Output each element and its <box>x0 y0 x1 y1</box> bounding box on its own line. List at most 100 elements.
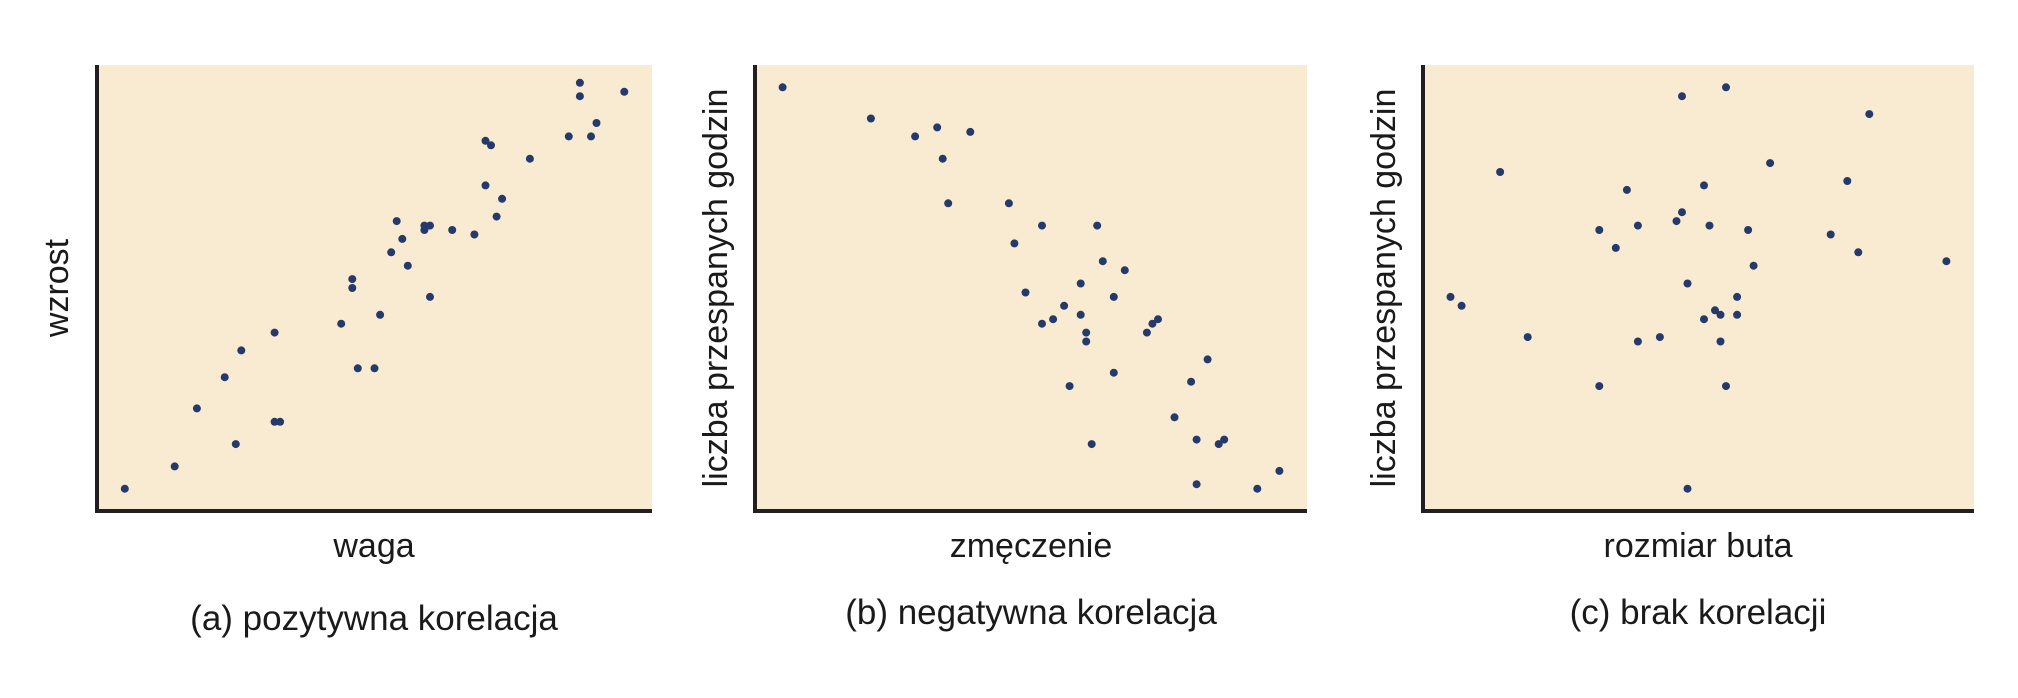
data-point <box>487 141 495 150</box>
data-point <box>1678 208 1686 217</box>
caption-a: (a) pozytywna korelacja <box>190 599 558 638</box>
data-point <box>481 136 490 145</box>
data-point <box>1192 435 1201 444</box>
data-point <box>1865 110 1874 119</box>
y-axis-label-a: wzrost <box>38 238 76 338</box>
data-point <box>1672 217 1681 226</box>
y-axis-label-b: liczba przespanych godzin <box>697 89 735 488</box>
data-point <box>1203 355 1212 364</box>
data-point <box>1109 292 1118 301</box>
x-axis-label-b: zmęczenie <box>950 527 1113 565</box>
data-point <box>1744 226 1753 234</box>
data-point <box>1711 306 1719 315</box>
data-point <box>370 364 379 373</box>
data-point <box>1843 177 1852 185</box>
data-point <box>470 230 479 239</box>
data-point <box>1010 239 1019 248</box>
data-point <box>1716 337 1725 346</box>
data-point <box>192 404 201 413</box>
data-point <box>1446 292 1455 301</box>
data-point <box>353 364 362 373</box>
y-axis-label-c: liczba przespanych godzin <box>1365 89 1403 488</box>
data-point <box>1082 328 1091 337</box>
data-point <box>1655 333 1664 342</box>
plot-area-c <box>1423 65 1974 511</box>
data-point <box>1633 337 1642 346</box>
data-point <box>1705 221 1714 230</box>
data-point <box>1722 83 1730 92</box>
data-point <box>1038 221 1046 230</box>
data-point <box>1082 337 1091 346</box>
x-axis-label-c: rozmiar buta <box>1604 527 1793 565</box>
axes-b <box>753 65 1307 513</box>
data-point <box>348 275 357 284</box>
data-point <box>220 373 229 382</box>
data-point <box>337 319 346 328</box>
data-point <box>387 248 396 257</box>
data-point <box>481 181 490 190</box>
data-point <box>1457 301 1466 310</box>
data-point <box>1733 310 1742 319</box>
data-point <box>1854 248 1863 257</box>
data-point <box>1004 199 1013 208</box>
data-point <box>348 284 357 292</box>
data-point <box>1170 413 1179 422</box>
data-point <box>620 87 629 96</box>
data-point <box>1595 226 1604 234</box>
data-point <box>1038 319 1046 328</box>
data-point <box>1060 301 1069 310</box>
axes-a <box>95 65 652 513</box>
data-point <box>270 417 279 426</box>
points-c <box>1446 83 1951 493</box>
data-point <box>1253 484 1262 493</box>
plot-area-b <box>755 65 1307 511</box>
plot-area-a <box>97 65 652 511</box>
data-point <box>1942 257 1951 266</box>
axes-c <box>1421 65 1974 513</box>
data-point <box>1093 221 1102 230</box>
data-point <box>392 217 401 226</box>
data-point <box>1722 382 1730 391</box>
data-point <box>1154 315 1162 324</box>
data-point <box>1611 243 1620 252</box>
data-point <box>426 221 434 230</box>
data-point <box>498 194 507 203</box>
data-point <box>1220 435 1229 444</box>
data-point <box>1749 261 1758 270</box>
data-point <box>237 346 246 355</box>
data-point <box>420 221 429 230</box>
data-point <box>1214 440 1223 449</box>
data-point <box>966 127 975 136</box>
caption-c: (c) brak korelacji <box>1570 593 1827 632</box>
data-point <box>398 234 407 243</box>
data-point <box>911 132 920 141</box>
data-point <box>1098 257 1107 266</box>
data-point <box>778 83 787 92</box>
data-point <box>944 199 953 208</box>
data-point <box>426 292 434 301</box>
data-point <box>1595 382 1604 391</box>
data-point <box>1187 377 1196 386</box>
data-point <box>1700 181 1708 190</box>
data-point <box>376 310 385 319</box>
data-point <box>1678 92 1686 101</box>
data-point <box>1120 266 1129 275</box>
data-point <box>1087 440 1096 449</box>
data-point <box>525 154 534 163</box>
data-point <box>403 261 412 270</box>
data-point <box>276 417 285 426</box>
data-point <box>1192 480 1201 489</box>
data-point <box>592 119 601 127</box>
data-point <box>1700 315 1708 324</box>
data-point <box>231 440 240 449</box>
data-point <box>1826 230 1835 239</box>
data-point <box>933 123 942 132</box>
data-point <box>1716 310 1725 319</box>
data-point <box>270 328 279 337</box>
data-point <box>492 212 501 221</box>
data-point <box>1523 333 1532 342</box>
data-point <box>1683 484 1692 493</box>
data-point <box>448 226 457 234</box>
panel-c: liczba przespanych godzin rozmiar buta (… <box>1365 65 1974 632</box>
